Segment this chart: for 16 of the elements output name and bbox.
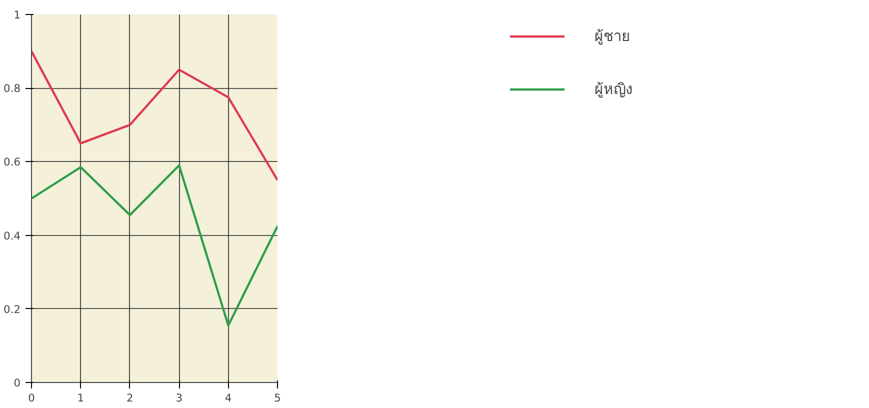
- y-tick-label: 0.6: [4, 156, 21, 169]
- line-series: [32, 50, 278, 182]
- x-tick-label: 1: [77, 392, 84, 404]
- x-tick-label: 0: [28, 392, 36, 404]
- legend-label: ผู้หญิง: [594, 80, 632, 100]
- legend-label: ผู้ชาย: [594, 27, 630, 47]
- x-tick-label: 3: [176, 392, 182, 404]
- y-tick-label: 1: [14, 8, 20, 22]
- y-tick-label: 0: [14, 376, 21, 390]
- y-tick-label: 0.4: [4, 229, 21, 242]
- y-tick-label: 0.2: [4, 302, 21, 316]
- x-tick-label: 2: [126, 392, 134, 404]
- y-tick-label: 0.8: [4, 82, 21, 96]
- line-series: [32, 164, 278, 327]
- x-tick-label: 4: [224, 392, 232, 404]
- x-tick-label: 5: [274, 392, 281, 404]
